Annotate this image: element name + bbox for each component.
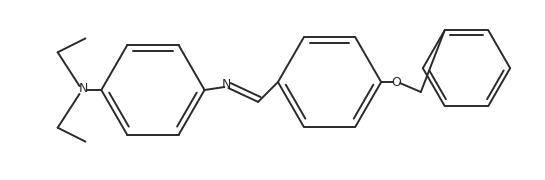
Text: O: O [391,76,401,89]
Text: N: N [222,78,231,91]
Text: N: N [79,82,88,94]
